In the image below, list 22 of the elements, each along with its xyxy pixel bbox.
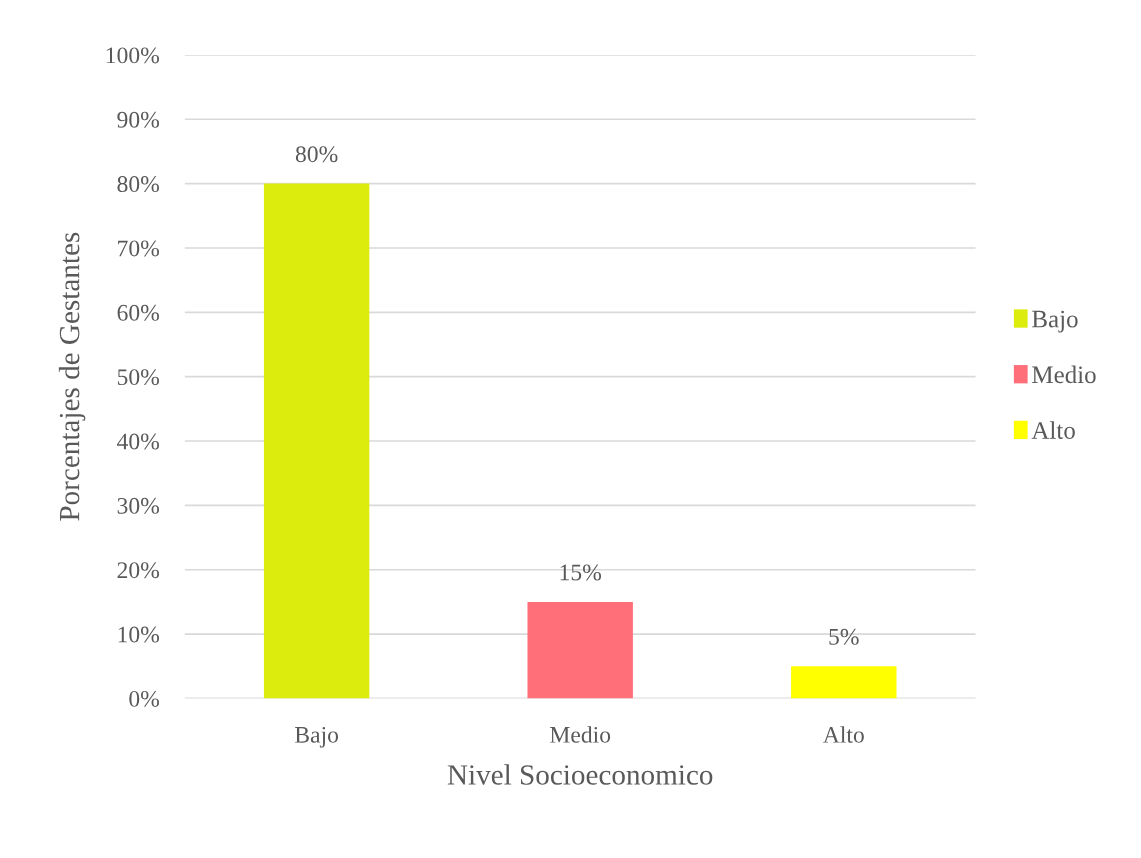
y-tick-label: 90% xyxy=(117,111,160,128)
legend-label: Medio xyxy=(1032,365,1096,384)
data-label: 15% xyxy=(560,564,602,581)
x-tick-label: Bajo xyxy=(295,726,339,748)
y-tick-label: 20% xyxy=(117,562,160,579)
y-tick-label: 70% xyxy=(118,240,160,257)
data-label: 80% xyxy=(295,146,338,163)
y-tick-label: 100% xyxy=(106,47,160,64)
y-tick-label: 10% xyxy=(118,626,160,643)
x-axis-title: Nivel Socioeconomico xyxy=(447,764,713,785)
y-tick-label: 0% xyxy=(129,690,160,707)
y-axis-title: Porcentajes de Gestantes xyxy=(58,232,86,521)
data-label: 5% xyxy=(829,628,859,645)
y-tick-label: 60% xyxy=(117,304,160,321)
y-tick-label: 50% xyxy=(117,369,160,386)
x-tick-label: Medio xyxy=(550,726,611,743)
y-tick-label: 30% xyxy=(117,497,160,514)
y-tick-label: 80% xyxy=(117,176,160,193)
legend-label: Alto xyxy=(1031,421,1075,439)
legend-label: Bajo xyxy=(1032,310,1078,333)
y-tick-label: 40% xyxy=(117,433,160,450)
x-tick-label: Alto xyxy=(823,726,864,743)
